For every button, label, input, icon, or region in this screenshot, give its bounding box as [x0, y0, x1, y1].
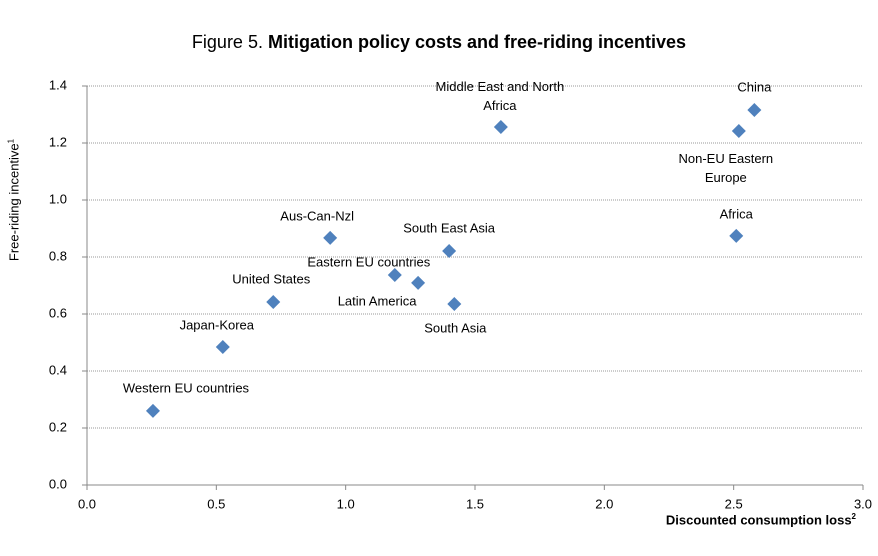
y-tick-label: 0.2	[49, 419, 67, 434]
x-tick-label: 1.5	[466, 496, 484, 511]
point	[447, 297, 462, 312]
x-tick-label: 2.0	[595, 496, 613, 511]
point-label: Latin America	[337, 293, 417, 309]
y-tick-label: 1.4	[49, 77, 67, 92]
y-label-note: 1	[6, 138, 16, 144]
x-tick-label: 0.5	[207, 496, 225, 511]
point	[411, 275, 426, 290]
x-tick-label: 1.0	[337, 496, 355, 511]
point	[493, 120, 508, 135]
point-label: Japan-Korea	[179, 317, 255, 333]
point	[215, 340, 230, 355]
point-label: Non-EU Eastern Europe	[678, 151, 774, 186]
point	[387, 267, 402, 282]
x-tick-label: 0.0	[78, 496, 96, 511]
point	[266, 295, 281, 310]
y-tick-label: 0.6	[49, 305, 67, 320]
chart-title: Figure 5. Mitigation policy costs and fr…	[0, 32, 878, 53]
x-axis-label: Discounted consumption loss2	[666, 512, 856, 527]
point-label: China	[737, 79, 772, 95]
x-label-note: 2	[851, 512, 856, 521]
y-tick-label: 1.0	[49, 191, 67, 206]
point	[442, 244, 457, 259]
x-label-text: Discounted consumption loss	[665, 512, 852, 528]
y-label-text: Free-riding incentive	[6, 143, 22, 262]
point	[731, 124, 746, 139]
point	[145, 403, 160, 418]
point-label: Middle East and North Africa	[435, 79, 565, 114]
point-label: Africa	[719, 206, 753, 222]
point-label: Western EU countries	[122, 380, 250, 396]
point-label: South Asia	[424, 320, 487, 336]
y-tick-label: 0.4	[49, 362, 67, 377]
y-tick-label: 0.8	[49, 248, 67, 263]
point-label: South East Asia	[403, 220, 496, 236]
title-main: Mitigation policy costs and free-riding …	[267, 32, 687, 52]
x-tick-label: 3.0	[854, 496, 872, 511]
y-axis-label: Free-riding incentive1	[6, 139, 21, 261]
point-label: Aus-Can-Nzl	[280, 208, 354, 224]
y-tick-label: 1.2	[49, 134, 67, 149]
point-label: United States	[232, 271, 311, 287]
y-tick-label: 0.0	[49, 476, 67, 491]
point	[729, 228, 744, 243]
point	[323, 230, 338, 245]
x-tick-label: 2.5	[725, 496, 743, 511]
title-prefix: Figure 5.	[191, 32, 263, 52]
point-label: Eastern EU countries	[307, 254, 431, 270]
point	[747, 102, 762, 117]
